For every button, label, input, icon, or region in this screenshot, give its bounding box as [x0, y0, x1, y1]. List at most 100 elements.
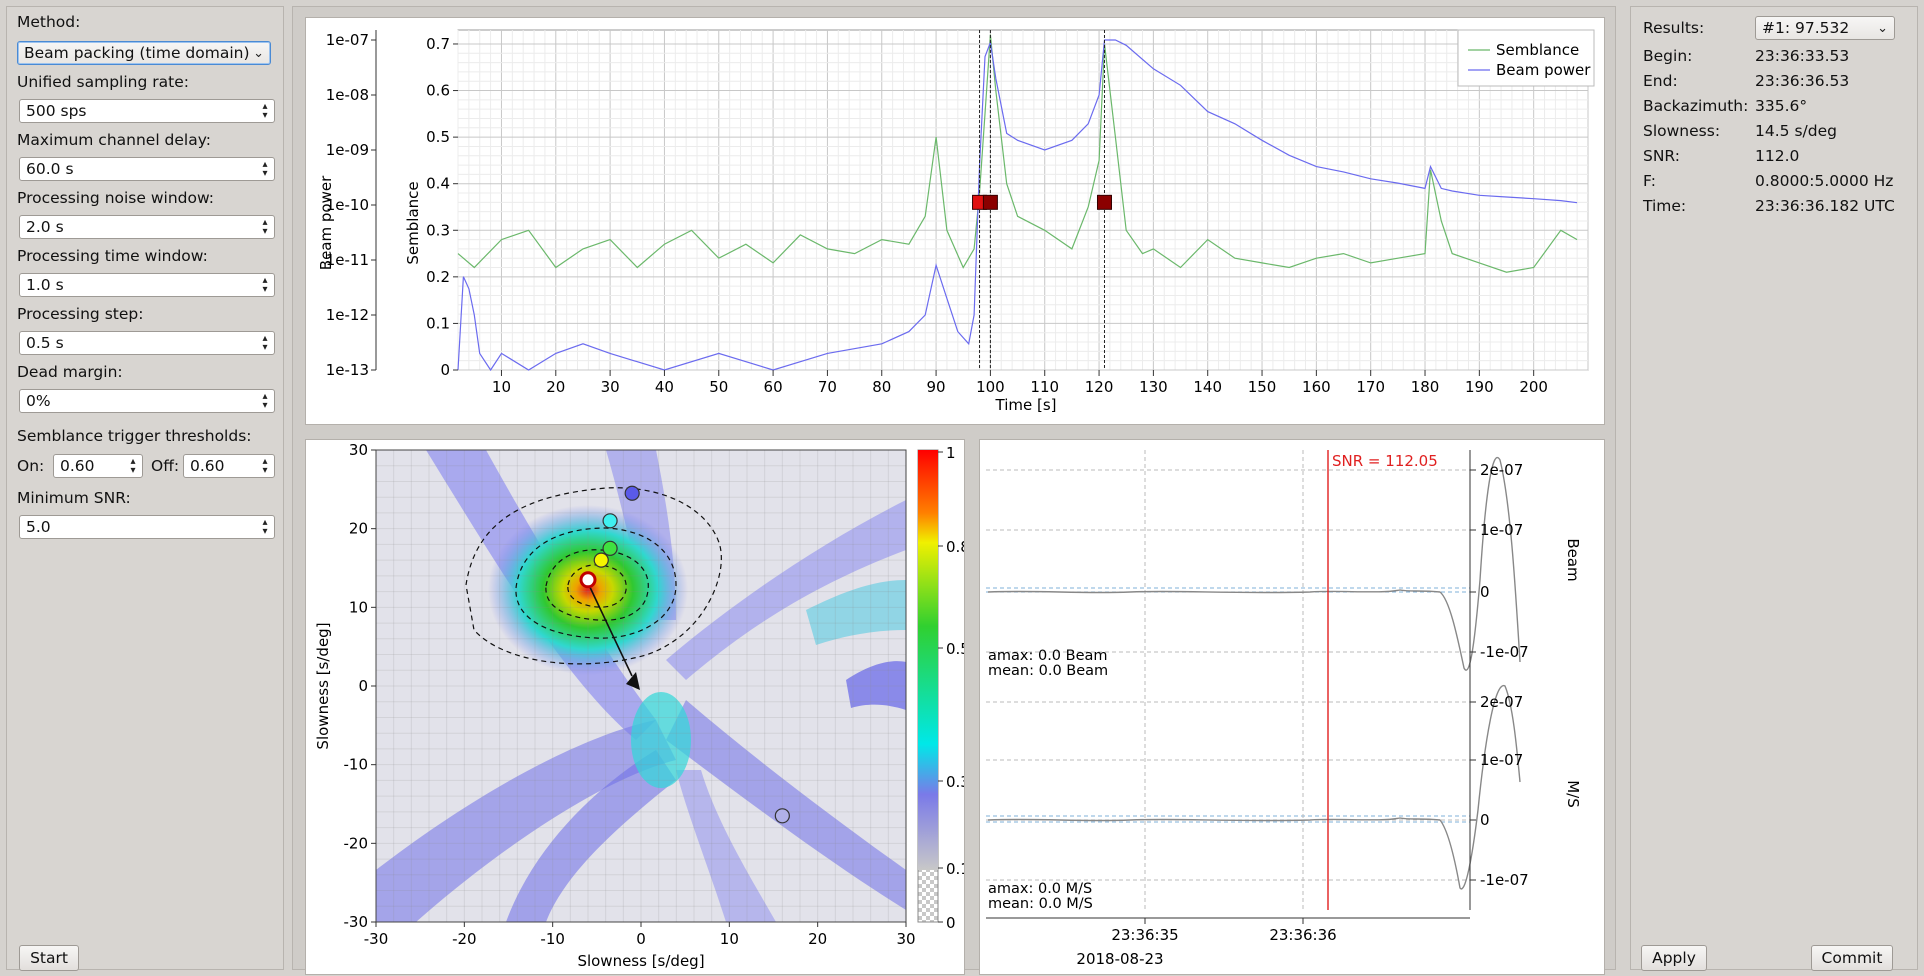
spin-arrows-icon[interactable]: ▴ ▾: [262, 517, 268, 537]
slowness-point[interactable]: [602, 513, 618, 529]
result-value: 335.6°: [1755, 97, 1808, 115]
contour-lines: [465, 487, 722, 665]
ms-trace-label: M/S: [1564, 780, 1582, 808]
trigger-marker[interactable]: [982, 194, 998, 210]
off-threshold-spinbox[interactable]: 0.60 ▴ ▾: [183, 454, 275, 478]
waveform-chart[interactable]: SNR = 112.05 2e-07 1e-07 0 -1e-07 2e-07 1e-07…: [980, 440, 1604, 974]
semblance-tick-label: 0.7: [426, 35, 450, 53]
beam-tick-label: 1e-08: [326, 86, 369, 104]
time-window-value: 1.0 s: [26, 276, 64, 294]
date-label: 2018-08-23: [1076, 950, 1163, 968]
spin-arrows-icon[interactable]: ▴ ▾: [262, 333, 268, 353]
colorbar-tick-label: 1: [946, 444, 956, 462]
chevron-down-icon: ⌄: [1877, 21, 1888, 36]
colorbar-tick-label: 0.13: [946, 860, 964, 878]
legend-beam-power: Beam power: [1496, 61, 1591, 79]
main-plot-area: 10 20 30 40 50 60 70 80 90 100 110 120 130 140 150 160 1…: [292, 6, 1616, 975]
trigger-marker[interactable]: [1096, 194, 1112, 210]
method-value: Beam packing (time domain): [24, 44, 250, 62]
slowness-grid-pane: -30 -20 -10 0 10 20 30 30 20 10 0 -10 -20 -30 1 0.8 0.5…: [305, 439, 979, 975]
colorbar: [918, 450, 938, 870]
x-tick-label: 130: [1139, 378, 1168, 396]
slowness-point[interactable]: [593, 552, 609, 568]
spin-arrows-icon[interactable]: ▴ ▾: [262, 275, 268, 295]
commit-button[interactable]: Commit: [1811, 945, 1893, 971]
ms-mean: mean: 0.0 M/S: [988, 896, 1093, 912]
dead-margin-spinbox[interactable]: 0% ▴ ▾: [19, 389, 275, 413]
result-key: Begin:: [1643, 47, 1693, 65]
noise-window-spinbox[interactable]: 2.0 s ▴ ▾: [19, 215, 275, 239]
ms-amax: amax: 0.0 M/S: [988, 881, 1092, 897]
x-tick-label: 170: [1356, 378, 1385, 396]
start-button[interactable]: Start: [19, 945, 79, 971]
max-delay-spinbox[interactable]: 60.0 s ▴ ▾: [19, 157, 275, 181]
chevron-down-icon: ⌄: [253, 46, 264, 61]
semblance-beam-chart[interactable]: 10 20 30 40 50 60 70 80 90 100 110 120 130 140 150 160 1…: [306, 18, 1604, 424]
apply-button[interactable]: Apply: [1641, 945, 1707, 971]
amp-tick-label: 1e-07: [1480, 751, 1523, 769]
results-select[interactable]: #1: 97.532 ⌄: [1755, 16, 1895, 40]
semblance-tick-label: 0.5: [426, 128, 450, 146]
slowness-point[interactable]: [602, 540, 618, 556]
snr-label: SNR = 112.05: [1332, 452, 1438, 470]
beam-tick-label: 1e-12: [326, 306, 369, 324]
x-tick-label: 10: [492, 378, 511, 396]
beam-power-series-line: [457, 39, 1578, 372]
spin-arrows-icon[interactable]: ▴ ▾: [262, 391, 268, 411]
beam-trace: [987, 457, 1521, 671]
y-tick-label: -20: [344, 834, 369, 852]
x-tick-label: 30: [601, 378, 620, 396]
chart-legend: Semblance Beam power: [1457, 29, 1595, 87]
slowness-heatmap[interactable]: -30 -20 -10 0 10 20 30 30 20 10 0 -10 -20 -30 1 0.8 0.5…: [306, 440, 979, 974]
step-label: Processing step:: [17, 305, 144, 323]
amp-tick-label: 1e-07: [1480, 521, 1523, 539]
spin-arrows-icon[interactable]: ▴ ▾: [262, 159, 268, 179]
spin-arrows-icon[interactable]: ▴ ▾: [262, 456, 268, 476]
on-threshold-spinbox[interactable]: 0.60 ▴ ▾: [53, 454, 143, 478]
x-tick-label: 120: [1085, 378, 1114, 396]
time-window-spinbox[interactable]: 1.0 s ▴ ▾: [19, 273, 275, 297]
x-tick-label: 90: [927, 378, 946, 396]
sampling-rate-label: Unified sampling rate:: [17, 73, 189, 91]
result-value: 0.8000:5.0000 Hz: [1755, 172, 1894, 190]
result-key: Backazimuth:: [1643, 97, 1749, 115]
spin-arrows-icon[interactable]: ▴ ▾: [130, 456, 136, 476]
dead-margin-label: Dead margin:: [17, 363, 123, 381]
x-tick-label: 10: [720, 930, 739, 948]
beam-tick-label: 1e-10: [326, 196, 369, 214]
y-tick-label: 20: [349, 520, 368, 538]
semblance-beam-pane: 10 20 30 40 50 60 70 80 90 100 110 120 130 140 150 160 1…: [305, 17, 1605, 425]
slowness-point[interactable]: [579, 571, 597, 589]
y-tick-label: 0: [358, 677, 368, 695]
result-key: F:: [1643, 172, 1656, 190]
sampling-rate-spinbox[interactable]: 500 sps ▴ ▾: [19, 99, 275, 123]
amp-tick-label: -1e-07: [1480, 643, 1529, 661]
x-tick-label: 70: [818, 378, 837, 396]
x-tick-label: 20: [808, 930, 827, 948]
on-label: On:: [17, 457, 45, 475]
x-tick-label: 200: [1519, 378, 1548, 396]
result-value: 23:36:36.182 UTC: [1755, 197, 1895, 215]
method-label: Method:: [17, 13, 81, 31]
spin-arrows-icon[interactable]: ▴ ▾: [262, 217, 268, 237]
results-value: #1: 97.532: [1762, 19, 1850, 37]
semblance-tick-label: 0.4: [426, 175, 450, 193]
colorbar-tick-label: 0.3: [946, 773, 964, 791]
amp-tick-label: 2e-07: [1480, 693, 1523, 711]
slowness-point[interactable]: [624, 485, 640, 501]
method-select[interactable]: Beam packing (time domain) ⌄: [17, 41, 271, 65]
result-key: End:: [1643, 72, 1678, 90]
beam-tick-label: 1e-11: [326, 251, 369, 269]
beam-amax: amax: 0.0 Beam: [988, 648, 1108, 664]
heatmap-x-axis-label: Slowness [s/deg]: [577, 952, 704, 970]
on-threshold-value: 0.60: [60, 457, 95, 475]
x-tick-label: 150: [1248, 378, 1277, 396]
slowness-point[interactable]: [774, 808, 790, 824]
beam-power-axis-label: Beam power: [317, 175, 335, 270]
time-window-label: Processing time window:: [17, 247, 208, 265]
spin-arrows-icon[interactable]: ▴ ▾: [262, 101, 268, 121]
y-tick-label: -30: [344, 913, 369, 931]
step-spinbox[interactable]: 0.5 s ▴ ▾: [19, 331, 275, 355]
min-snr-spinbox[interactable]: 5.0 ▴ ▾: [19, 515, 275, 539]
x-tick-label: -10: [540, 930, 565, 948]
